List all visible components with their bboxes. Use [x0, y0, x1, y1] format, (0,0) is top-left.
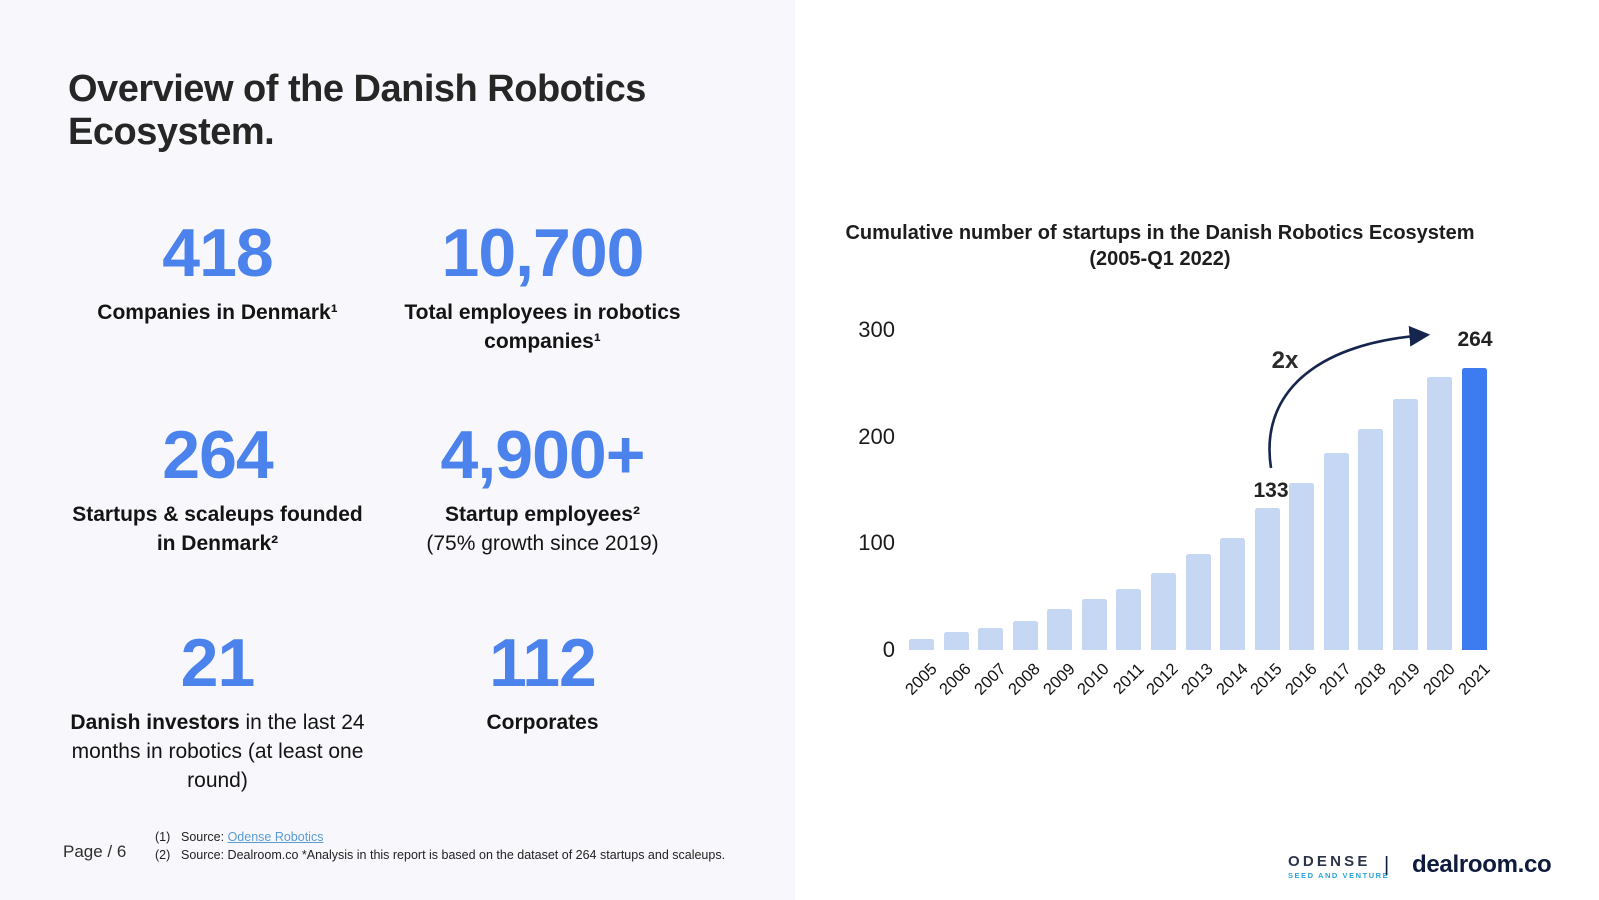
bar-2009	[1047, 609, 1073, 650]
startups-bar-chart: 0 100 200 300 2005 2006 2007 2008 2009 2010 2011 2…	[845, 310, 1535, 730]
stat-startups-scaleups: 264 Startups & scaleups founded in Denma…	[55, 420, 380, 628]
stat-value: 4,900+	[440, 417, 646, 493]
stat-value: 112	[489, 625, 597, 701]
stat-sublabel: (75% growth since 2019)	[426, 531, 659, 555]
bar-2016	[1289, 482, 1315, 650]
growth-arrow-icon	[1268, 325, 1431, 469]
y-tick-200: 200	[858, 423, 895, 449]
bar-2015	[1254, 508, 1280, 650]
stat-total-employees: 10,700 Total employees in robotics compa…	[380, 218, 705, 420]
stat-label: Total employees in robotics companies¹	[404, 300, 681, 353]
stat-value: 10,700	[441, 215, 645, 291]
logo-bar: ODENSE SEED AND VENTURE | dealroom.co	[1288, 848, 1568, 890]
bar-2021	[1462, 368, 1487, 650]
odense-robotics-link[interactable]: Odense Robotics	[227, 830, 324, 844]
stats-grid: 418 Companies in Denmark¹ 10,700 Total e…	[55, 218, 705, 796]
stat-corporates: 112 Corporates	[380, 628, 705, 796]
footnote-1: (1) Source: Odense Robotics	[155, 830, 324, 844]
page-number: Page / 6	[63, 842, 127, 861]
value-label-2015: 133	[1253, 479, 1289, 502]
footnotes: (1) Source: Odense Robotics (2) Source: …	[155, 829, 725, 864]
bar-2019	[1392, 399, 1418, 650]
y-tick-300: 300	[858, 317, 895, 342]
growth-annotation: 2x	[1271, 347, 1299, 374]
bar-2018	[1358, 429, 1384, 650]
chart-subtitle: (2005-Q1 2022)	[1089, 248, 1231, 271]
footnote-2: (2) Source: Dealroom.co *Analysis in thi…	[155, 847, 726, 862]
bar-2006	[943, 631, 969, 650]
odense-wordmark: ODENSE	[1288, 853, 1371, 870]
bar-2011	[1116, 589, 1142, 650]
stat-companies: 418 Companies in Denmark¹	[55, 218, 380, 420]
chart-title: Cumulative number of startups in the Dan…	[845, 220, 1475, 273]
bar-2012	[1150, 573, 1176, 650]
bar-2008	[1012, 621, 1038, 650]
stat-value: 21	[180, 625, 256, 701]
stat-value: 264	[162, 417, 273, 493]
chart-title-line: Cumulative number of startups in the Dan…	[845, 222, 1475, 244]
stats-panel: Overview of the Danish Robotics Ecosyste…	[0, 0, 795, 900]
bar-2013	[1185, 554, 1211, 650]
bars-container	[909, 310, 1487, 650]
stat-label: Startups & scaleups founded in Denmark²	[72, 502, 363, 555]
stat-danish-investors: 21 Danish investors in the last 24 month…	[55, 628, 380, 796]
y-tick-100: 100	[858, 530, 895, 556]
page-title: Overview of the Danish Robotics Ecosyste…	[68, 68, 646, 154]
stat-label: Danish investors in the last 24 months i…	[70, 710, 365, 792]
logo-separator: |	[1384, 854, 1390, 876]
stat-label: Companies in Denmark¹	[97, 300, 338, 324]
stat-label: Corporates	[486, 710, 599, 734]
stat-value: 418	[162, 215, 273, 291]
odense-tagline: SEED AND VENTURE	[1288, 871, 1390, 880]
stat-label: Startup employees² (75% growth since 2019…	[393, 501, 693, 559]
bar-2005	[909, 639, 934, 650]
value-label-2021: 264	[1457, 328, 1493, 351]
bar-2007	[978, 627, 1004, 650]
bar-2020	[1427, 376, 1453, 650]
dealroom-logo: dealroom.co	[1412, 851, 1552, 878]
bar-2014	[1220, 538, 1246, 650]
y-tick-0: 0	[882, 637, 895, 662]
odense-seed-and-venture-logo: ODENSE SEED AND VENTURE	[1288, 854, 1389, 880]
bar-2010	[1081, 598, 1107, 650]
stat-startup-employees: 4,900+ Startup employees² (75% growth sin…	[380, 420, 705, 628]
bar-2017	[1323, 452, 1349, 650]
